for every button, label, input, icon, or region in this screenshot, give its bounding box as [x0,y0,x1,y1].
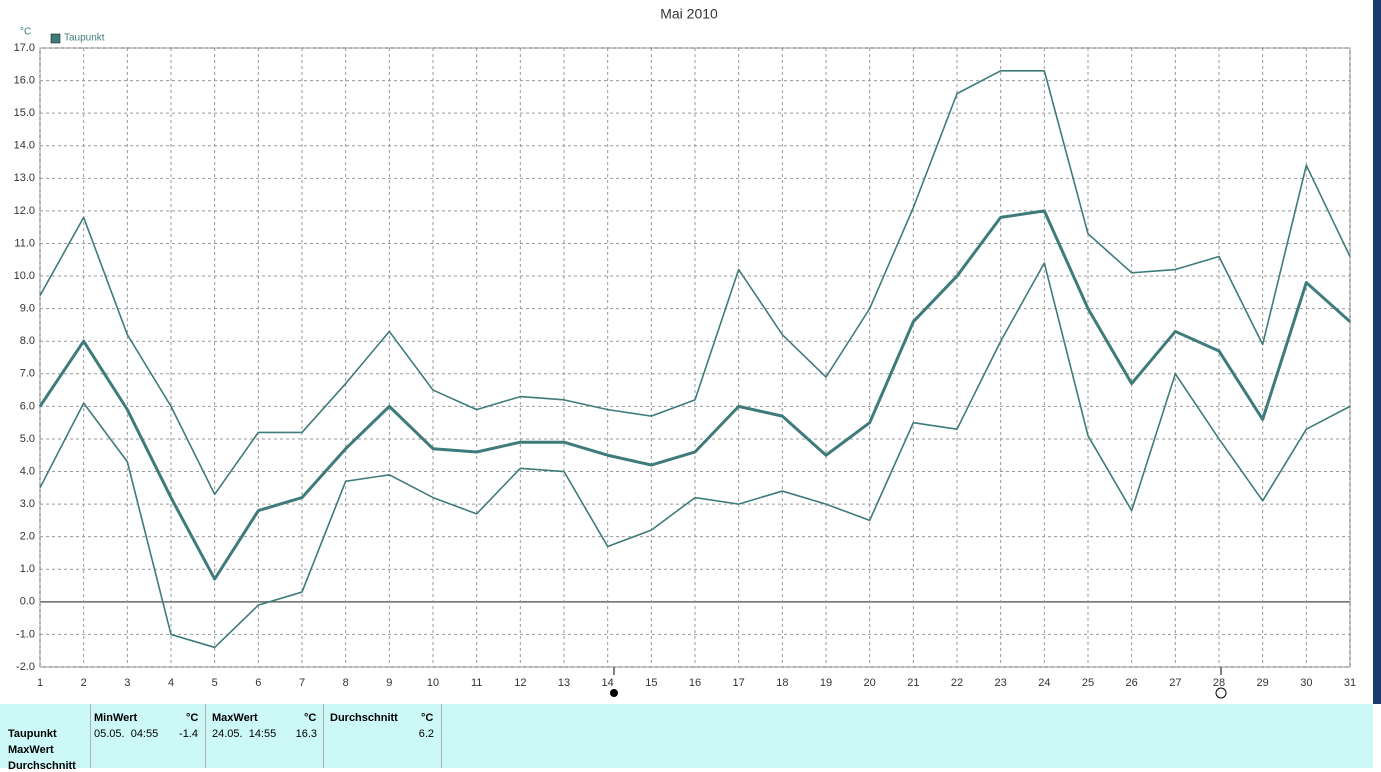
x-tick-label: 19 [820,677,832,689]
line-series [39,70,1351,496]
col-unit: °C [186,712,199,724]
y-tick-label: 16.0 [14,74,35,86]
desktop-edge [1373,0,1381,704]
x-tick-label: 30 [1300,677,1312,689]
x-tick-label: 10 [427,677,439,689]
value: 16.3 [295,728,317,740]
y-unit: °C [20,27,31,38]
col-header: MinWert [94,712,138,724]
x-tick-label: 11 [471,677,482,689]
y-tick-label: 13.0 [14,172,35,184]
x-tick-label: 20 [864,677,876,689]
y-tick-label: 6.0 [20,400,35,412]
y-tick-label: 7.0 [20,368,35,380]
y-tick-label: 14.0 [14,140,35,152]
x-tick-label: 28 [1213,677,1225,689]
y-tick-label: 3.0 [20,498,35,510]
x-tick-label: 1 [37,677,43,689]
col-header: Durchschnitt [330,712,398,724]
value: -1.4 [179,728,198,740]
y-tick-label: 1.0 [20,563,35,575]
y-tick-label: -1.0 [16,628,35,640]
new-moon-icon [610,689,618,697]
x-tick-label: 22 [951,677,963,689]
col-unit: °C [421,712,434,724]
x-tick-label: 17 [733,677,745,689]
x-tick-label: 14 [602,677,614,689]
chart-title: Mai 2010 [660,6,718,22]
x-tick-label: 5 [212,677,218,689]
x-tick-label: 25 [1082,677,1094,689]
x-tick-label: 9 [386,677,392,689]
line-series [38,209,1352,581]
y-tick-label: 17.0 [14,42,35,54]
value: 6.2 [418,728,434,740]
x-tick-label: 31 [1344,677,1356,689]
y-tick-label: 5.0 [20,433,35,445]
x-tick-label: 8 [343,677,349,689]
time: 05.05. 04:55 [94,728,159,740]
x-tick-label: 18 [776,677,788,689]
y-tick-label: 10.0 [14,270,35,282]
y-tick-label: 11.0 [14,237,35,249]
row-label: Taupunkt [8,728,57,740]
col-unit: °C [304,712,317,724]
y-tick-label: 2.0 [20,531,35,543]
y-tick-label: 9.0 [20,303,35,315]
time: 24.05. 14:55 [212,728,277,740]
y-tick-label: 4.0 [20,465,35,477]
x-tick-label: 21 [907,677,919,689]
x-tick-label: 7 [299,677,305,689]
x-tick-label: 24 [1038,677,1050,689]
x-tick-label: 23 [995,677,1007,689]
stats-panel: Taupunkt MaxWert Durchschnitt MinWert °C… [0,704,1373,772]
x-tick-label: 16 [689,677,701,689]
y-tick-label: 8.0 [20,335,35,347]
y-tick-label: 0.0 [20,596,35,608]
x-tick-label: 4 [168,677,174,689]
full-moon-icon [1215,687,1227,699]
legend-label: Taupunkt [64,33,105,44]
row-label: Durchschnitt [8,760,76,772]
y-tick-label: -2.0 [16,661,35,673]
row-label: MaxWert [8,744,54,756]
x-tick-label: 13 [558,677,570,689]
x-tick-label: 29 [1257,677,1269,689]
x-tick-label: 6 [255,677,261,689]
x-tick-label: 15 [645,677,657,689]
col-header: MaxWert [212,712,258,724]
chart: Mai 2010 °C -2.0 -1.0 0.0 1.0 2.0 3.0 4.0 5.0 6.… [14,0,1381,704]
x-tick-label: 26 [1126,677,1138,689]
line-series [39,262,1351,649]
x-tick-label: 12 [514,677,526,689]
x-tick-label: 27 [1169,677,1181,689]
x-tick-label: 3 [124,677,130,689]
y-tick-label: 12.0 [14,205,35,217]
legend-swatch [50,33,61,44]
x-tick-label: 2 [81,677,87,689]
y-tick-label: 15.0 [14,107,35,119]
